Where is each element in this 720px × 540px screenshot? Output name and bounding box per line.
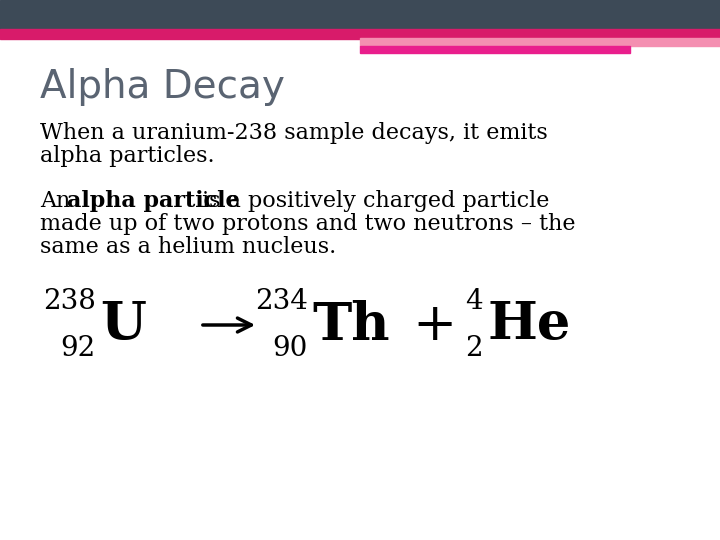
Text: Th: Th (312, 300, 390, 350)
Text: When a uranium-238 sample decays, it emits: When a uranium-238 sample decays, it emi… (40, 122, 548, 144)
Text: He: He (487, 300, 570, 350)
Bar (360, 46, 630, 53)
Text: is a positively charged particle: is a positively charged particle (195, 190, 549, 212)
Bar (360, 38, 720, 46)
Text: 238: 238 (43, 288, 96, 315)
Text: alpha particles.: alpha particles. (40, 145, 215, 167)
Text: An: An (40, 190, 77, 212)
Text: 92: 92 (60, 335, 96, 362)
Bar (0, 0, 720, 30)
Text: Alpha Decay: Alpha Decay (40, 68, 285, 106)
Bar (0, 29, 720, 39)
Text: alpha particle: alpha particle (67, 190, 240, 212)
Text: 90: 90 (273, 335, 308, 362)
Text: U: U (100, 300, 146, 350)
Text: 4: 4 (465, 288, 483, 315)
Text: 234: 234 (255, 288, 308, 315)
Text: 2: 2 (465, 335, 483, 362)
Text: made up of two protons and two neutrons – the: made up of two protons and two neutrons … (40, 213, 575, 235)
Text: +: + (413, 300, 457, 350)
Text: same as a helium nucleus.: same as a helium nucleus. (40, 236, 336, 258)
